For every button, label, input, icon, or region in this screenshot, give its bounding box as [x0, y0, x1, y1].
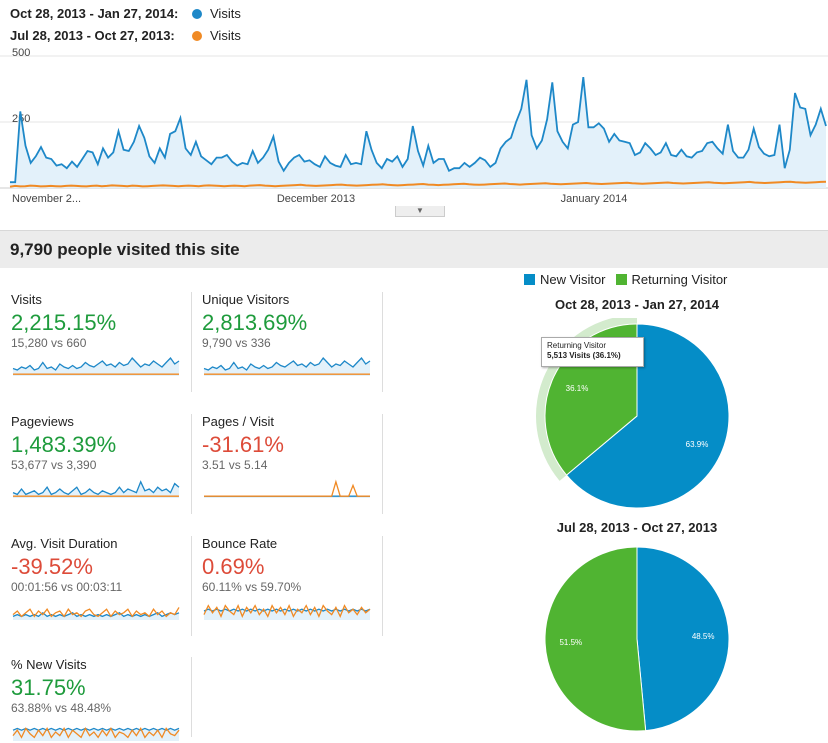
metric-sparkline: [12, 607, 180, 620]
metric-card[interactable]: Unique Visitors 2,813.69% 9,790 vs 336: [202, 292, 382, 378]
legend-previous-range: Jul 28, 2013 - Oct 27, 2013:: [10, 28, 175, 43]
x-tick-label: November 2...: [12, 193, 81, 205]
sparkline-area: [13, 358, 179, 376]
legend-previous-dot: [192, 30, 202, 41]
pie-label-new: 63.9%: [686, 440, 709, 449]
metric-card[interactable]: % New Visits 31.75% 63.88% vs 48.48%: [11, 657, 191, 743]
metric-sparkline: [12, 480, 180, 498]
metric-label: Bounce Rate: [202, 536, 278, 551]
sparkline-area: [13, 481, 179, 498]
visits-line-chart[interactable]: 500250November 2...December 2013January …: [0, 48, 828, 208]
metric-comparison: 15,280 vs 660: [11, 336, 87, 350]
metric-card[interactable]: Visits 2,215.15% 15,280 vs 660: [11, 292, 191, 378]
pie-legend-returning[interactable]: Returning Visitor: [631, 272, 728, 287]
pie-title-current: Oct 28, 2013 - Jan 27, 2014: [554, 297, 720, 312]
metric-sparkline: [12, 356, 180, 376]
metric-divider: [191, 292, 192, 392]
pie-slice-returning-visitor[interactable]: [544, 546, 647, 732]
metric-comparison: 63.88% vs 48.48%: [11, 701, 112, 715]
metric-change: -39.52%: [11, 554, 93, 579]
metric-change: 2,215.15%: [11, 310, 117, 335]
sparkline-line: [204, 479, 370, 497]
metric-card[interactable]: Pageviews 1,483.39% 53,677 vs 3,390: [11, 414, 191, 500]
sparkline-area: [204, 358, 370, 376]
metric-comparison: 9,790 vs 336: [202, 336, 271, 350]
x-tick-label: January 2014: [561, 193, 628, 205]
pie-label-returning: 36.1%: [566, 384, 589, 393]
metric-sparkline: [203, 603, 371, 620]
metric-card[interactable]: Bounce Rate 0.69% 60.11% vs 59.70%: [202, 536, 382, 622]
summary-bar: 9,790 people visited this site: [0, 230, 828, 268]
legend-previous-series: Visits: [210, 28, 241, 43]
metric-card[interactable]: Pages / Visit -31.61% 3.51 vs 5.14: [202, 414, 382, 500]
legend-current-dot: [192, 8, 202, 19]
metric-card[interactable]: Avg. Visit Duration -39.52% 00:01:56 vs 00…: [11, 536, 191, 622]
sparkline-line: [203, 603, 371, 619]
metric-divider: [382, 292, 383, 392]
metric-comparison: 60.11% vs 59.70%: [202, 580, 302, 594]
pie-chart-previous[interactable]: 48.5% 51.5%: [535, 541, 735, 737]
legend-previous: Jul 28, 2013 - Oct 27, 2013: Visits: [10, 28, 241, 43]
tooltip-value: 5,513 Visits (36.1%): [547, 351, 621, 360]
sparkline-line: [203, 356, 371, 371]
metric-comparison: 00:01:56 vs 00:03:11: [11, 580, 123, 594]
metric-change: 2,813.69%: [202, 310, 308, 335]
legend-current-range: Oct 28, 2013 - Jan 27, 2014:: [10, 6, 179, 21]
new-visitor-swatch: [524, 274, 535, 285]
chevron-down-icon: ▼: [416, 206, 424, 215]
pie-legend: New Visitor Returning Visitor: [524, 272, 727, 287]
metric-label: Avg. Visit Duration: [11, 536, 118, 551]
metric-sparkline: [204, 479, 370, 498]
metric-label: % New Visits: [11, 657, 87, 672]
metric-change: -31.61%: [202, 432, 284, 457]
pie-legend-new[interactable]: New Visitor: [540, 272, 606, 287]
metric-divider: [191, 657, 192, 737]
metric-label: Visits: [11, 292, 42, 307]
pie-slice-new-visitor[interactable]: [636, 546, 730, 732]
metric-comparison: 3.51 vs 5.14: [202, 458, 268, 472]
sparkline-line: [12, 727, 180, 739]
metric-label: Unique Visitors: [202, 292, 290, 307]
series-line-previous: [9, 180, 827, 188]
x-tick-label: December 2013: [277, 193, 355, 205]
summary-title: 9,790 people visited this site: [10, 240, 240, 259]
tooltip-title: Returning Visitor: [547, 341, 606, 350]
metric-sparkline: [12, 727, 180, 741]
metric-change: 31.75%: [11, 675, 86, 700]
metric-sparkline: [203, 356, 371, 376]
series-area-current: [10, 77, 826, 188]
metric-comparison: 53,677 vs 3,390: [11, 458, 97, 472]
sparkline-area: [13, 612, 179, 620]
metric-divider: [382, 536, 383, 636]
pie-slice-new-visitor[interactable]: [565, 323, 730, 509]
y-tick-label: 500: [12, 48, 30, 59]
metric-label: Pageviews: [11, 414, 74, 429]
metric-divider: [191, 414, 192, 514]
sparkline-line: [12, 727, 180, 731]
metric-change: 1,483.39%: [11, 432, 117, 457]
metric-label: Pages / Visit: [202, 414, 275, 429]
sparkline-line: [12, 356, 180, 371]
sparkline-line: [12, 607, 180, 618]
sparkline-line: [12, 480, 180, 496]
pie-label-new: 48.5%: [692, 632, 715, 641]
legend-current: Oct 28, 2013 - Jan 27, 2014: Visits: [10, 6, 241, 21]
metric-divider: [382, 414, 383, 514]
legend-current-series: Visits: [210, 6, 241, 21]
returning-visitor-swatch: [615, 274, 627, 285]
pie-label-returning: 51.5%: [559, 638, 582, 647]
chart-toggle-button[interactable]: ▼: [395, 206, 445, 217]
pie-tooltip: Returning Visitor 5,513 Visits (36.1%): [541, 337, 644, 367]
series-line-current: [10, 76, 827, 184]
metric-divider: [191, 536, 192, 636]
metric-change: 0.69%: [202, 554, 265, 579]
pie-title-previous: Jul 28, 2013 - Oct 27, 2013: [556, 520, 718, 535]
